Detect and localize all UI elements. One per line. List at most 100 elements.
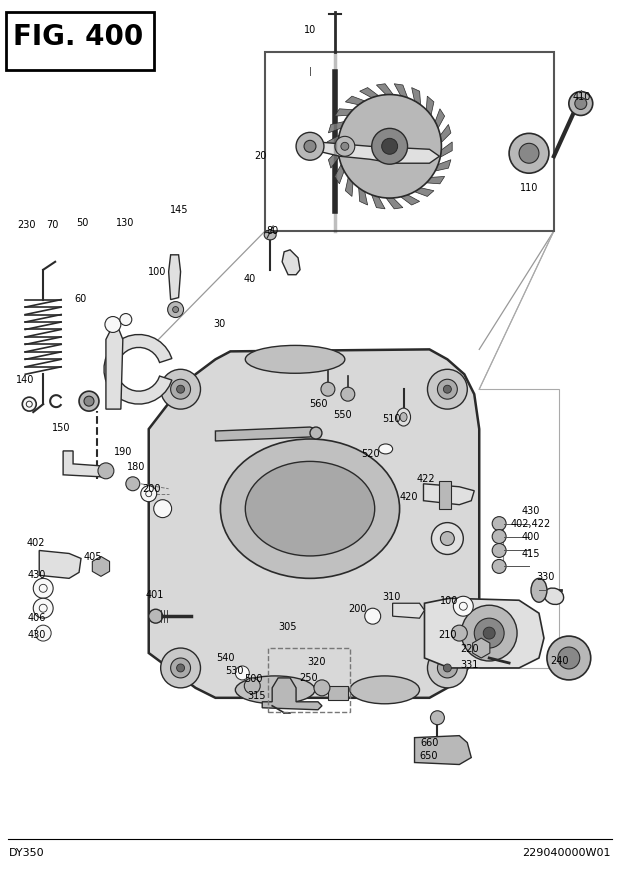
- Polygon shape: [335, 109, 353, 116]
- Circle shape: [427, 369, 467, 409]
- Text: 220: 220: [460, 644, 479, 654]
- Circle shape: [451, 625, 467, 641]
- Circle shape: [321, 382, 335, 396]
- Circle shape: [39, 584, 47, 593]
- FancyBboxPatch shape: [6, 12, 154, 70]
- Text: 540: 540: [216, 653, 235, 663]
- Polygon shape: [440, 142, 452, 157]
- Circle shape: [459, 602, 467, 610]
- Ellipse shape: [246, 461, 374, 556]
- Text: 140: 140: [16, 375, 34, 385]
- Text: 401: 401: [145, 589, 164, 600]
- Polygon shape: [215, 427, 316, 441]
- Ellipse shape: [544, 588, 564, 605]
- Text: 40: 40: [244, 274, 256, 284]
- Text: 305: 305: [278, 622, 296, 633]
- Polygon shape: [415, 188, 434, 196]
- Text: 100: 100: [148, 267, 166, 277]
- Ellipse shape: [400, 413, 407, 421]
- Text: 510: 510: [382, 414, 401, 424]
- Text: 200: 200: [348, 604, 367, 614]
- Circle shape: [430, 711, 445, 725]
- Polygon shape: [310, 142, 440, 163]
- Circle shape: [443, 664, 451, 672]
- Text: 50: 50: [77, 217, 89, 228]
- Text: 180: 180: [126, 462, 145, 473]
- Circle shape: [432, 522, 463, 554]
- Circle shape: [519, 143, 539, 163]
- Circle shape: [236, 666, 249, 680]
- Text: 430: 430: [28, 570, 46, 580]
- Text: 230: 230: [17, 220, 35, 230]
- Circle shape: [338, 95, 441, 198]
- Bar: [440, 481, 451, 508]
- Text: 80: 80: [267, 226, 279, 236]
- Polygon shape: [360, 88, 379, 98]
- Circle shape: [335, 136, 355, 156]
- Circle shape: [84, 396, 94, 406]
- Text: FIG. 400: FIG. 400: [14, 23, 144, 50]
- Circle shape: [372, 129, 407, 164]
- Ellipse shape: [397, 408, 410, 426]
- Circle shape: [492, 560, 506, 574]
- Circle shape: [341, 388, 355, 401]
- Circle shape: [427, 648, 467, 688]
- Text: 402,422: 402,422: [511, 519, 551, 528]
- Circle shape: [167, 302, 184, 317]
- Polygon shape: [435, 160, 451, 171]
- Polygon shape: [435, 109, 445, 128]
- Text: 331: 331: [460, 660, 479, 671]
- Text: 145: 145: [170, 204, 188, 215]
- Circle shape: [33, 598, 53, 618]
- Polygon shape: [425, 598, 544, 668]
- Ellipse shape: [350, 676, 420, 704]
- Circle shape: [39, 604, 47, 612]
- Polygon shape: [371, 195, 385, 209]
- Polygon shape: [345, 177, 353, 196]
- Ellipse shape: [379, 444, 392, 454]
- Circle shape: [172, 307, 179, 313]
- Circle shape: [492, 529, 506, 543]
- Text: 150: 150: [52, 423, 71, 434]
- Text: 315: 315: [247, 691, 265, 700]
- Circle shape: [575, 97, 587, 109]
- Circle shape: [105, 316, 121, 333]
- Text: 402: 402: [26, 538, 45, 547]
- Polygon shape: [63, 451, 106, 477]
- Circle shape: [161, 369, 200, 409]
- Circle shape: [453, 596, 473, 616]
- Circle shape: [547, 636, 591, 680]
- Circle shape: [440, 532, 454, 546]
- Polygon shape: [440, 124, 451, 143]
- Text: 20: 20: [254, 151, 267, 161]
- Text: 100: 100: [440, 595, 459, 606]
- Text: 520: 520: [361, 449, 380, 460]
- Text: 210: 210: [438, 630, 456, 640]
- Circle shape: [170, 658, 190, 678]
- Text: 240: 240: [551, 656, 569, 667]
- Text: 500: 500: [244, 674, 262, 684]
- Text: 10: 10: [304, 24, 316, 35]
- Ellipse shape: [236, 676, 315, 704]
- Circle shape: [170, 379, 190, 399]
- Ellipse shape: [220, 439, 400, 579]
- Text: 430: 430: [28, 630, 46, 640]
- Circle shape: [161, 648, 200, 688]
- Polygon shape: [412, 88, 420, 105]
- Polygon shape: [376, 83, 393, 95]
- Polygon shape: [427, 96, 434, 116]
- Circle shape: [558, 647, 580, 669]
- Circle shape: [296, 132, 324, 160]
- Polygon shape: [392, 603, 425, 618]
- Text: 430: 430: [522, 506, 540, 515]
- Text: 406: 406: [28, 613, 46, 623]
- Polygon shape: [423, 484, 474, 505]
- Polygon shape: [39, 550, 81, 579]
- Ellipse shape: [246, 345, 345, 374]
- Text: 420: 420: [399, 492, 418, 501]
- Text: 400: 400: [522, 532, 540, 541]
- Text: 530: 530: [225, 666, 243, 676]
- Circle shape: [474, 618, 504, 648]
- Circle shape: [22, 397, 36, 411]
- Circle shape: [244, 678, 260, 693]
